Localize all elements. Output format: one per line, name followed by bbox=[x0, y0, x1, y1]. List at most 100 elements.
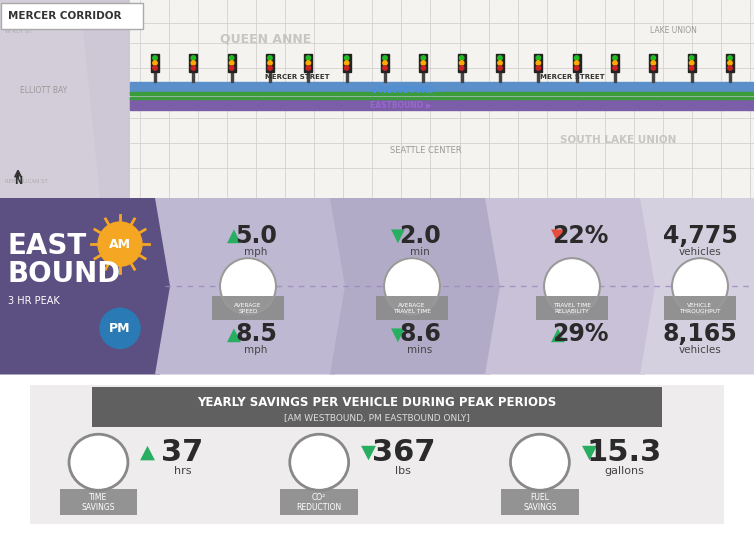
Circle shape bbox=[651, 61, 655, 65]
Bar bbox=[192, 72, 195, 82]
Circle shape bbox=[459, 61, 464, 65]
Text: 37: 37 bbox=[161, 438, 204, 467]
Bar bbox=[614, 72, 616, 82]
Circle shape bbox=[383, 61, 388, 65]
Text: vehicles: vehicles bbox=[679, 346, 722, 355]
FancyBboxPatch shape bbox=[501, 490, 579, 515]
Text: 8.5: 8.5 bbox=[235, 323, 277, 346]
Circle shape bbox=[459, 56, 464, 60]
Bar bbox=[652, 72, 654, 82]
Bar bbox=[305, 54, 312, 72]
FancyBboxPatch shape bbox=[1, 3, 143, 29]
Circle shape bbox=[100, 308, 140, 348]
Text: hrs: hrs bbox=[174, 467, 192, 476]
Text: REPUBLICAN ST: REPUBLICAN ST bbox=[5, 179, 48, 184]
Text: [AM WESTBOUND, PM EASTBOUND ONLY]: [AM WESTBOUND, PM EASTBOUND ONLY] bbox=[284, 414, 470, 423]
Bar bbox=[130, 82, 754, 95]
Bar bbox=[130, 97, 754, 100]
Text: ▼: ▼ bbox=[361, 443, 376, 462]
Text: min: min bbox=[410, 247, 430, 257]
Circle shape bbox=[383, 56, 388, 60]
FancyBboxPatch shape bbox=[280, 490, 358, 515]
Circle shape bbox=[220, 258, 276, 314]
Circle shape bbox=[689, 66, 694, 70]
Circle shape bbox=[575, 56, 579, 60]
Text: 8,165: 8,165 bbox=[663, 323, 737, 346]
Bar bbox=[419, 54, 428, 72]
Text: 367: 367 bbox=[372, 438, 435, 467]
Circle shape bbox=[728, 61, 732, 65]
Text: MERCER CORRIDOR: MERCER CORRIDOR bbox=[8, 11, 121, 21]
Circle shape bbox=[421, 61, 425, 65]
Polygon shape bbox=[0, 0, 130, 198]
Text: ▼: ▼ bbox=[391, 227, 405, 245]
Bar bbox=[538, 72, 539, 82]
Text: ◀ WESTBOUND: ◀ WESTBOUND bbox=[370, 86, 434, 95]
Circle shape bbox=[290, 434, 348, 490]
Text: vehicles: vehicles bbox=[679, 247, 722, 257]
Bar bbox=[496, 54, 504, 72]
Polygon shape bbox=[0, 198, 175, 374]
Text: lbs: lbs bbox=[395, 467, 411, 476]
Circle shape bbox=[651, 66, 655, 70]
Circle shape bbox=[268, 66, 272, 70]
Bar bbox=[691, 72, 693, 82]
Circle shape bbox=[544, 258, 600, 314]
Circle shape bbox=[383, 66, 388, 70]
Circle shape bbox=[498, 66, 502, 70]
Bar bbox=[499, 72, 501, 82]
Text: 8.6: 8.6 bbox=[399, 323, 441, 346]
Text: ▼: ▼ bbox=[391, 325, 405, 343]
FancyBboxPatch shape bbox=[536, 296, 608, 320]
Circle shape bbox=[672, 258, 728, 314]
Text: PM: PM bbox=[109, 322, 130, 335]
Circle shape bbox=[536, 66, 541, 70]
Text: ▲: ▲ bbox=[551, 325, 565, 343]
Bar bbox=[611, 54, 619, 72]
Bar bbox=[130, 93, 754, 95]
Text: EASTBOUND ▶: EASTBOUND ▶ bbox=[370, 101, 432, 110]
Circle shape bbox=[306, 66, 311, 70]
Circle shape bbox=[459, 66, 464, 70]
Bar bbox=[151, 54, 159, 72]
Text: W ROY ST: W ROY ST bbox=[5, 29, 32, 34]
Bar bbox=[461, 72, 463, 82]
Text: QUEEN ANNE: QUEEN ANNE bbox=[220, 33, 311, 46]
FancyBboxPatch shape bbox=[376, 296, 448, 320]
Text: MERCER STREET: MERCER STREET bbox=[540, 74, 605, 80]
Circle shape bbox=[384, 258, 440, 314]
Circle shape bbox=[69, 434, 128, 490]
Text: LAKE UNION: LAKE UNION bbox=[650, 26, 697, 35]
Text: SOUTH LAKE UNION: SOUTH LAKE UNION bbox=[560, 135, 676, 145]
Circle shape bbox=[306, 56, 311, 60]
Circle shape bbox=[689, 56, 694, 60]
Bar bbox=[342, 54, 351, 72]
Text: ▼: ▼ bbox=[551, 227, 565, 245]
Text: gallons: gallons bbox=[604, 467, 644, 476]
Circle shape bbox=[651, 56, 655, 60]
Circle shape bbox=[191, 61, 195, 65]
Text: BOUND: BOUND bbox=[8, 260, 121, 288]
Circle shape bbox=[728, 56, 732, 60]
Text: ▼: ▼ bbox=[582, 443, 597, 462]
Bar bbox=[726, 54, 734, 72]
Text: 15.3: 15.3 bbox=[587, 438, 661, 467]
Circle shape bbox=[229, 61, 234, 65]
FancyBboxPatch shape bbox=[60, 490, 137, 515]
Circle shape bbox=[345, 61, 349, 65]
FancyBboxPatch shape bbox=[92, 387, 662, 427]
Circle shape bbox=[191, 66, 195, 70]
Text: 4,775: 4,775 bbox=[663, 224, 737, 248]
Text: 22%: 22% bbox=[552, 224, 608, 248]
Text: AVERAGE
SPEED: AVERAGE SPEED bbox=[234, 303, 262, 314]
Text: 29%: 29% bbox=[552, 323, 608, 346]
Bar bbox=[649, 54, 657, 72]
Polygon shape bbox=[485, 198, 660, 374]
Circle shape bbox=[268, 61, 272, 65]
Text: TIME
SAVINGS: TIME SAVINGS bbox=[81, 493, 115, 512]
FancyBboxPatch shape bbox=[664, 296, 736, 320]
Bar bbox=[345, 72, 348, 82]
Text: mph: mph bbox=[244, 247, 268, 257]
Text: N: N bbox=[14, 176, 22, 186]
Bar bbox=[422, 72, 425, 82]
